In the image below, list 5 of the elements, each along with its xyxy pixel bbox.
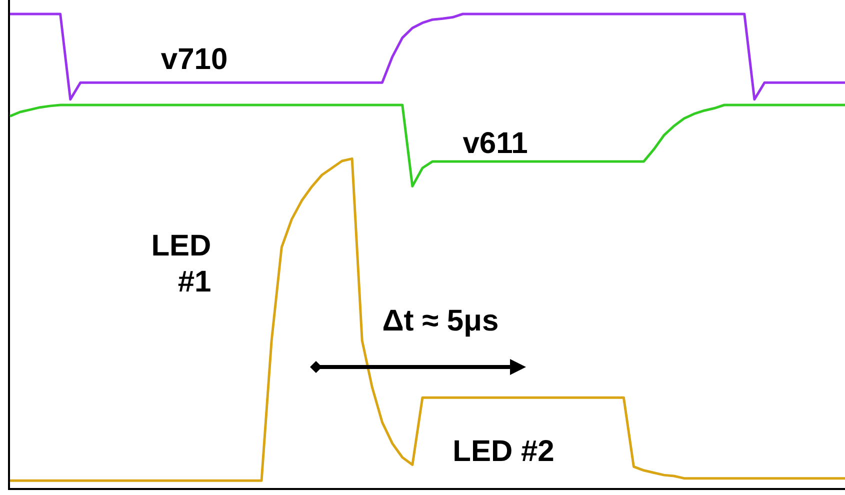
series-label: v611 — [462, 126, 528, 160]
annotation: LED #2 — [452, 434, 554, 468]
annotation: LED #1 — [151, 230, 212, 299]
annotation: Δt ≈ 5μs — [382, 304, 499, 338]
series-label: v710 — [160, 42, 228, 76]
